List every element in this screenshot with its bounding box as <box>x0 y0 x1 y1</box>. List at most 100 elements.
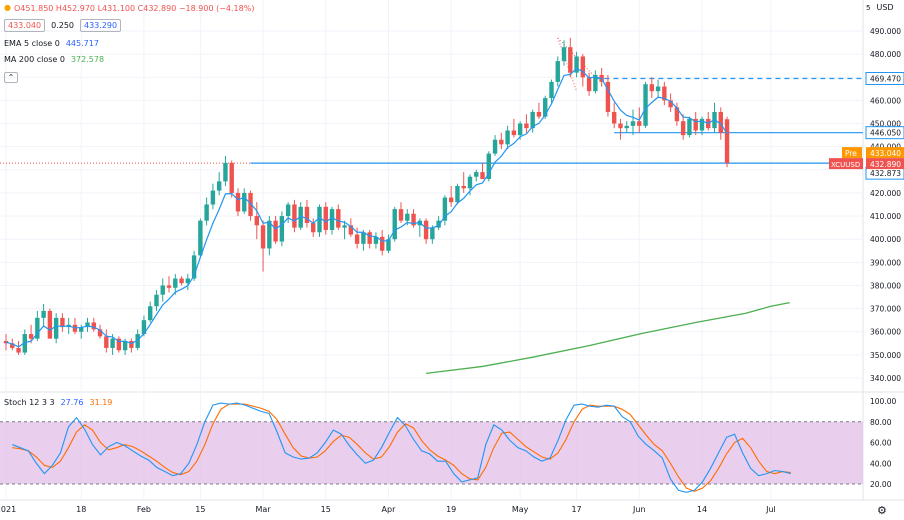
candle-body <box>517 123 523 136</box>
currency-selector[interactable]: 5 USD <box>866 3 894 12</box>
candle-body <box>10 343 15 348</box>
candle-body <box>198 220 203 256</box>
price-tick-label: 490.000 <box>870 27 901 36</box>
bid-button[interactable]: 433.040 <box>4 19 46 32</box>
pre-tag-label: Pre <box>845 149 857 158</box>
price-tick-label: 360.000 <box>870 328 901 337</box>
candle-body <box>568 47 573 73</box>
candle-body <box>511 130 517 136</box>
candle-body <box>129 340 134 348</box>
candle-body <box>110 338 115 348</box>
candle-body <box>405 213 410 221</box>
resistance-tag-bg <box>865 71 904 85</box>
candle-body <box>474 172 479 177</box>
spread-value: 0.250 <box>51 21 74 30</box>
candle-body <box>260 225 266 249</box>
stoch-legend[interactable]: Stoch 12 3 3 27.76 31.19 <box>4 398 112 407</box>
candle-body <box>643 84 648 126</box>
ema-value: 445.717 <box>65 39 99 48</box>
candle-body <box>122 340 128 351</box>
candle-body <box>336 209 341 228</box>
price-tick-label: 480.000 <box>870 50 901 59</box>
candle-body <box>223 162 228 182</box>
candle-body <box>367 232 372 244</box>
gear-icon[interactable]: ⚙ <box>877 504 887 517</box>
candle-body <box>3 340 9 344</box>
candle-body <box>160 285 165 295</box>
candle-body <box>323 206 328 230</box>
time-tick-label: 15 <box>195 505 205 514</box>
candle-body <box>329 209 335 230</box>
candle-body <box>430 227 435 240</box>
candle-body <box>317 206 322 233</box>
candle-body <box>35 317 40 339</box>
price-tick-label: 380.000 <box>870 281 901 290</box>
currency-icon: ● <box>4 3 11 12</box>
candle-body <box>649 84 655 92</box>
candle-body <box>461 185 466 189</box>
price-tick-label: 350.000 <box>870 351 901 360</box>
candle-body <box>637 121 642 126</box>
candle-body <box>618 123 623 129</box>
ma-label: MA 200 close 0 <box>4 55 65 64</box>
candle-body <box>116 338 122 351</box>
stoch-d-value: 31.19 <box>89 398 113 407</box>
stoch-tick-label: 80.00 <box>870 418 892 427</box>
candle-body <box>630 121 636 126</box>
candle-body <box>448 197 454 203</box>
price-tick-label: 460.000 <box>870 96 901 105</box>
candle-body <box>28 334 34 339</box>
candle-body <box>411 213 416 226</box>
candle-body <box>693 118 698 131</box>
candle-body <box>191 255 197 279</box>
price-tick-label: 420.000 <box>870 189 901 198</box>
candle-body <box>104 336 109 348</box>
last-price-bg <box>866 158 904 170</box>
candle-body <box>248 192 253 217</box>
candle-body <box>148 306 153 321</box>
collapse-legend-button[interactable]: ⌃ <box>4 72 18 83</box>
candle-body <box>216 181 222 191</box>
ask-button[interactable]: 433.290 <box>80 19 122 32</box>
candle-body <box>354 234 360 244</box>
stoch-tick-label: 20.00 <box>870 480 892 489</box>
candle-body <box>442 197 448 221</box>
stoch-band <box>0 421 863 484</box>
candle-body <box>580 56 586 78</box>
candle-body <box>505 130 510 145</box>
time-tick-label: 2021 <box>0 505 16 514</box>
candle-body <box>555 61 560 82</box>
ohlc-values: O451.850 H452.970 L431.100 C432.890 −18.… <box>14 4 254 13</box>
ma-value: 372.578 <box>70 55 105 64</box>
candle-body <box>292 204 297 228</box>
candle-body <box>304 206 310 224</box>
candle-body <box>254 216 259 226</box>
resistance-tag: 469.470 <box>870 74 901 83</box>
candle-body <box>668 100 673 108</box>
candle-body <box>154 294 159 307</box>
candle-body <box>611 111 617 124</box>
price-tick-label: 340.000 <box>870 374 901 383</box>
candle-body <box>655 86 661 92</box>
candle-body <box>285 204 291 217</box>
ma200-line <box>426 301 790 375</box>
ohlc-text: O451.850 H452.970 L431.100 C432.890 −18.… <box>14 4 255 13</box>
candle-body <box>436 220 441 228</box>
candle-body <box>467 176 473 189</box>
candle-body <box>279 216 285 242</box>
candle-body <box>267 220 272 249</box>
stoch-tick-label: 40.00 <box>870 459 892 468</box>
ema5-line <box>5 67 728 348</box>
ma-legend[interactable]: MA 200 close 0 372.578 <box>4 55 104 64</box>
candle-body <box>361 232 366 244</box>
candle-body <box>674 107 680 122</box>
ema-legend[interactable]: EMA 5 close 0 445.717 <box>4 39 99 48</box>
candle-body <box>680 121 686 136</box>
price-tick-label: 410.000 <box>870 212 901 221</box>
symbol-tag-bg <box>829 158 863 170</box>
candle-body <box>524 123 529 129</box>
candle-body <box>204 204 209 221</box>
stoch-tick-label: 100.00 <box>870 397 896 406</box>
